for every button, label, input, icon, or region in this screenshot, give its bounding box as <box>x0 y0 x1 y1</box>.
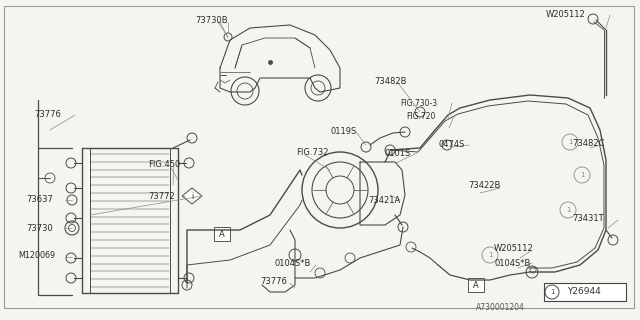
Text: W205112: W205112 <box>546 10 586 19</box>
Text: 73637: 73637 <box>26 195 53 204</box>
Bar <box>214 227 230 241</box>
Text: 73776: 73776 <box>34 109 61 118</box>
Text: FIG.450: FIG.450 <box>148 159 180 169</box>
Text: 73482B: 73482B <box>374 76 406 85</box>
Text: 1: 1 <box>488 252 492 258</box>
Text: A730001204: A730001204 <box>476 303 525 313</box>
Text: 0104S*B: 0104S*B <box>494 259 531 268</box>
Text: FIG.732: FIG.732 <box>296 148 328 156</box>
Text: 1: 1 <box>566 207 570 213</box>
Text: 73422B: 73422B <box>468 180 500 189</box>
Text: 73421A: 73421A <box>368 196 400 204</box>
Text: 1: 1 <box>568 139 572 145</box>
Text: 1: 1 <box>550 289 554 295</box>
Text: FIG.730-3: FIG.730-3 <box>400 99 437 108</box>
Bar <box>468 278 484 292</box>
Text: i: i <box>191 191 193 201</box>
Text: 0119S: 0119S <box>330 126 356 135</box>
Text: W205112: W205112 <box>494 244 534 252</box>
Text: 0474S: 0474S <box>438 140 465 148</box>
Text: A: A <box>473 281 479 290</box>
Text: 1: 1 <box>580 172 584 178</box>
Text: 0101S: 0101S <box>384 148 410 157</box>
Text: 73772: 73772 <box>148 191 175 201</box>
Text: 73730: 73730 <box>26 223 52 233</box>
Text: 0104S*B: 0104S*B <box>274 259 310 268</box>
Text: Y26944: Y26944 <box>567 287 601 297</box>
Polygon shape <box>182 188 202 204</box>
Text: 73776: 73776 <box>260 277 287 286</box>
Bar <box>544 283 626 301</box>
Text: 73482C: 73482C <box>572 139 605 148</box>
Text: M120069: M120069 <box>18 252 55 260</box>
Text: FIG.720: FIG.720 <box>406 111 435 121</box>
Text: A: A <box>219 229 225 238</box>
Text: 73730B: 73730B <box>195 15 228 25</box>
Text: 73431T: 73431T <box>572 213 604 222</box>
